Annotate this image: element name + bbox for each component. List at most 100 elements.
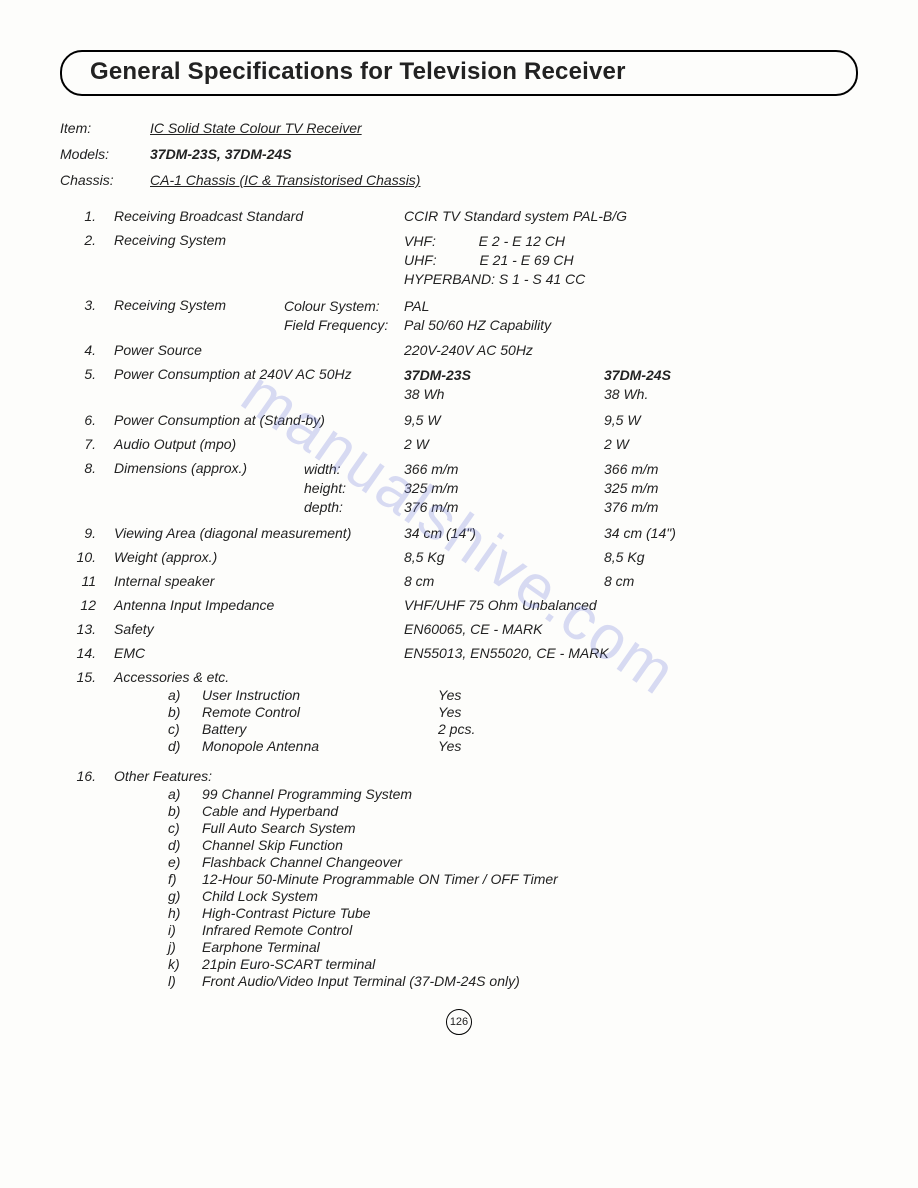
val: Yes (438, 738, 598, 754)
row-label: Other Features: (114, 768, 404, 784)
col1: 34 cm (14") (404, 525, 604, 541)
line: 366 m/m (604, 460, 764, 479)
row-label: Antenna Input Impedance (114, 597, 404, 613)
line: 366 m/m (404, 460, 604, 479)
spec-row: 4. Power Source 220V-240V AC 50Hz (60, 342, 858, 358)
text: Flashback Channel Changeover (202, 854, 858, 870)
col1: 2 W (404, 436, 604, 452)
row-num: 13. (60, 621, 114, 637)
text: 99 Channel Programming System (202, 786, 858, 802)
list-item: i)Infrared Remote Control (168, 922, 858, 938)
col1: 9,5 W (404, 412, 604, 428)
header: 37DM-24S (604, 366, 764, 385)
row-num: 15. (60, 669, 114, 685)
row-num: 12 (60, 597, 114, 613)
row-label: Dimensions (approx.) (114, 460, 304, 476)
text: Channel Skip Function (202, 837, 858, 853)
row-num: 7. (60, 436, 114, 452)
letter: e) (168, 854, 202, 870)
row-label: Safety (114, 621, 404, 637)
list-item: e)Flashback Channel Changeover (168, 854, 858, 870)
row-label: Accessories & etc. (114, 669, 404, 685)
line: Colour System: (284, 297, 404, 316)
spec-row: 14. EMC EN55013, EN55020, CE - MARK (60, 645, 858, 661)
list-item: j)Earphone Terminal (168, 939, 858, 955)
row-num: 1. (60, 208, 114, 224)
spec-row: 7. Audio Output (mpo) 2 W 2 W (60, 436, 858, 452)
meta-value: IC Solid State Colour TV Receiver (150, 120, 858, 136)
spec-row: 9. Viewing Area (diagonal measurement) 3… (60, 525, 858, 541)
meta-value: 37DM-23S, 37DM-24S (150, 146, 858, 162)
col1: 8 cm (404, 573, 604, 589)
line: width: (304, 460, 404, 479)
row-label: Power Source (114, 342, 404, 358)
row-num: 8. (60, 460, 114, 476)
row-label: Weight (approx.) (114, 549, 404, 565)
letter: c) (168, 721, 202, 737)
row-num: 10. (60, 549, 114, 565)
meta-item: Item: IC Solid State Colour TV Receiver (60, 120, 858, 136)
list-item: c)Full Auto Search System (168, 820, 858, 836)
text: 21pin Euro-SCART terminal (202, 956, 858, 972)
meta-chassis: Chassis: CA-1 Chassis (IC & Transistoris… (60, 172, 858, 188)
line: UHF: E 21 - E 69 CH (404, 251, 858, 270)
letter: f) (168, 871, 202, 887)
spec-row: 12 Antenna Input Impedance VHF/UHF 75 Oh… (60, 597, 858, 613)
row-sub: Colour System: Field Frequency: (284, 297, 404, 335)
spec-row: 15. Accessories & etc. (60, 669, 858, 685)
row-num: 4. (60, 342, 114, 358)
page-number-value: 126 (446, 1009, 472, 1035)
letter: i) (168, 922, 202, 938)
accessories-list: a) User Instruction Yes b) Remote Contro… (168, 687, 858, 754)
row-num: 5. (60, 366, 114, 382)
row-value: 220V-240V AC 50Hz (404, 342, 858, 358)
list-item: a)99 Channel Programming System (168, 786, 858, 802)
line: 376 m/m (604, 498, 764, 517)
spec-row: 11 Internal speaker 8 cm 8 cm (60, 573, 858, 589)
row-label: Power Consumption at 240V AC 50Hz (114, 366, 404, 382)
spec-row: 13. Safety EN60065, CE - MARK (60, 621, 858, 637)
features-list: a)99 Channel Programming System b)Cable … (168, 786, 858, 989)
row-value: EN55013, EN55020, CE - MARK (404, 645, 858, 661)
line: height: (304, 479, 404, 498)
text: 12-Hour 50-Minute Programmable ON Timer … (202, 871, 858, 887)
meta-models: Models: 37DM-23S, 37DM-24S (60, 146, 858, 162)
line: VHF: E 2 - E 12 CH (404, 232, 858, 251)
col2: 37DM-24S 38 Wh. (604, 366, 764, 404)
col1: 366 m/m 325 m/m 376 m/m (404, 460, 604, 517)
list-item: f)12-Hour 50-Minute Programmable ON Time… (168, 871, 858, 887)
col2: 8 cm (604, 573, 764, 589)
meta-label: Chassis: (60, 172, 150, 188)
text: Monopole Antenna (202, 738, 438, 754)
list-item: a) User Instruction Yes (168, 687, 858, 703)
list-item: d)Channel Skip Function (168, 837, 858, 853)
line: 325 m/m (404, 479, 604, 498)
row-num: 2. (60, 232, 114, 248)
line: PAL (404, 297, 858, 316)
col2: 34 cm (14") (604, 525, 764, 541)
letter: k) (168, 956, 202, 972)
row-value: CCIR TV Standard system PAL-B/G (404, 208, 858, 224)
text: Earphone Terminal (202, 939, 858, 955)
list-item: l)Front Audio/Video Input Terminal (37-D… (168, 973, 858, 989)
row-value: EN60065, CE - MARK (404, 621, 858, 637)
list-item: d) Monopole Antenna Yes (168, 738, 858, 754)
list-item: b) Remote Control Yes (168, 704, 858, 720)
spec-row: 3. Receiving System Colour System: Field… (60, 297, 858, 335)
letter: b) (168, 803, 202, 819)
title-box: General Specifications for Television Re… (60, 50, 858, 96)
text: Full Auto Search System (202, 820, 858, 836)
page: manualshive.com General Specifications f… (0, 0, 918, 1075)
row-value: VHF: E 2 - E 12 CH UHF: E 21 - E 69 CH H… (404, 232, 858, 289)
line: Pal 50/60 HZ Capability (404, 316, 858, 335)
value: 38 Wh (404, 385, 604, 404)
col1: 8,5 Kg (404, 549, 604, 565)
spec-row: 5. Power Consumption at 240V AC 50Hz 37D… (60, 366, 858, 404)
list-item: h)High-Contrast Picture Tube (168, 905, 858, 921)
spec-row: 8. Dimensions (approx.) width: height: d… (60, 460, 858, 517)
row-label: Receiving System (114, 232, 404, 248)
row-label: EMC (114, 645, 404, 661)
row-value: PAL Pal 50/60 HZ Capability (404, 297, 858, 335)
col2: 8,5 Kg (604, 549, 764, 565)
row-value: VHF/UHF 75 Ohm Unbalanced (404, 597, 858, 613)
